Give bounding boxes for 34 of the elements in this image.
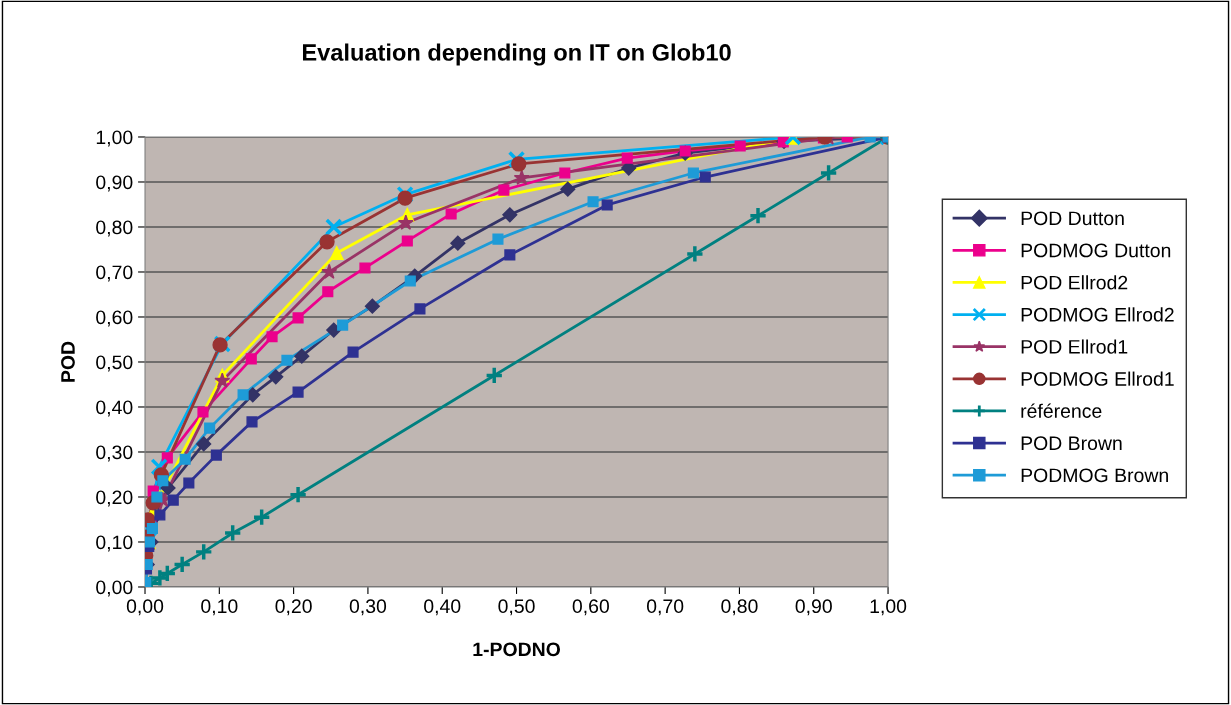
legend-label: référence xyxy=(1021,403,1102,418)
y-tick-label: 0,10 xyxy=(96,535,133,552)
legend-label: PODMOG Brown xyxy=(1021,468,1168,483)
x-tick-label: 0,30 xyxy=(349,599,387,616)
chart-title: Evaluation depending on IT on Glob10 xyxy=(303,43,731,66)
legend-label: PODMOG Ellrod1 xyxy=(1021,371,1174,386)
legend-label: POD Ellrod2 xyxy=(1021,275,1128,290)
y-tick-label: 0,60 xyxy=(96,310,133,327)
legend-label: POD Ellrod1 xyxy=(1021,339,1128,354)
y-axis-title: POD xyxy=(61,341,75,382)
x-tick-label: 1,00 xyxy=(870,599,907,616)
x-tick-label: 0,40 xyxy=(424,599,461,616)
y-tick-label: 0,20 xyxy=(96,490,133,507)
x-tick-label: 0,80 xyxy=(721,599,758,616)
y-tick-label: 1,00 xyxy=(96,130,133,147)
x-tick-label: 0,10 xyxy=(201,599,238,616)
y-tick-label: 0,00 xyxy=(96,580,133,597)
legend-label: PODMOG Ellrod2 xyxy=(1021,307,1174,322)
y-tick-label: 0,70 xyxy=(96,265,133,282)
x-axis-title: 1-PODNO xyxy=(473,642,561,657)
x-tick-label: 0,90 xyxy=(795,599,832,616)
x-tick-label: 0,00 xyxy=(126,599,164,616)
y-tick-label: 0,90 xyxy=(96,175,133,192)
y-tick-label: 0,30 xyxy=(96,445,133,462)
x-tick-label: 0,60 xyxy=(572,599,609,616)
y-tick-label: 0,80 xyxy=(96,220,133,237)
x-tick-label: 0,70 xyxy=(646,599,684,616)
legend-label: POD Brown xyxy=(1021,436,1122,451)
x-tick-label: 0,50 xyxy=(498,599,535,616)
legend-label: PODMOG Dutton xyxy=(1021,243,1171,258)
x-tick-label: 0,20 xyxy=(275,599,312,616)
y-tick-label: 0,50 xyxy=(96,355,133,372)
legend-label: POD Dutton xyxy=(1021,211,1124,226)
y-tick-label: 0,40 xyxy=(96,400,133,417)
